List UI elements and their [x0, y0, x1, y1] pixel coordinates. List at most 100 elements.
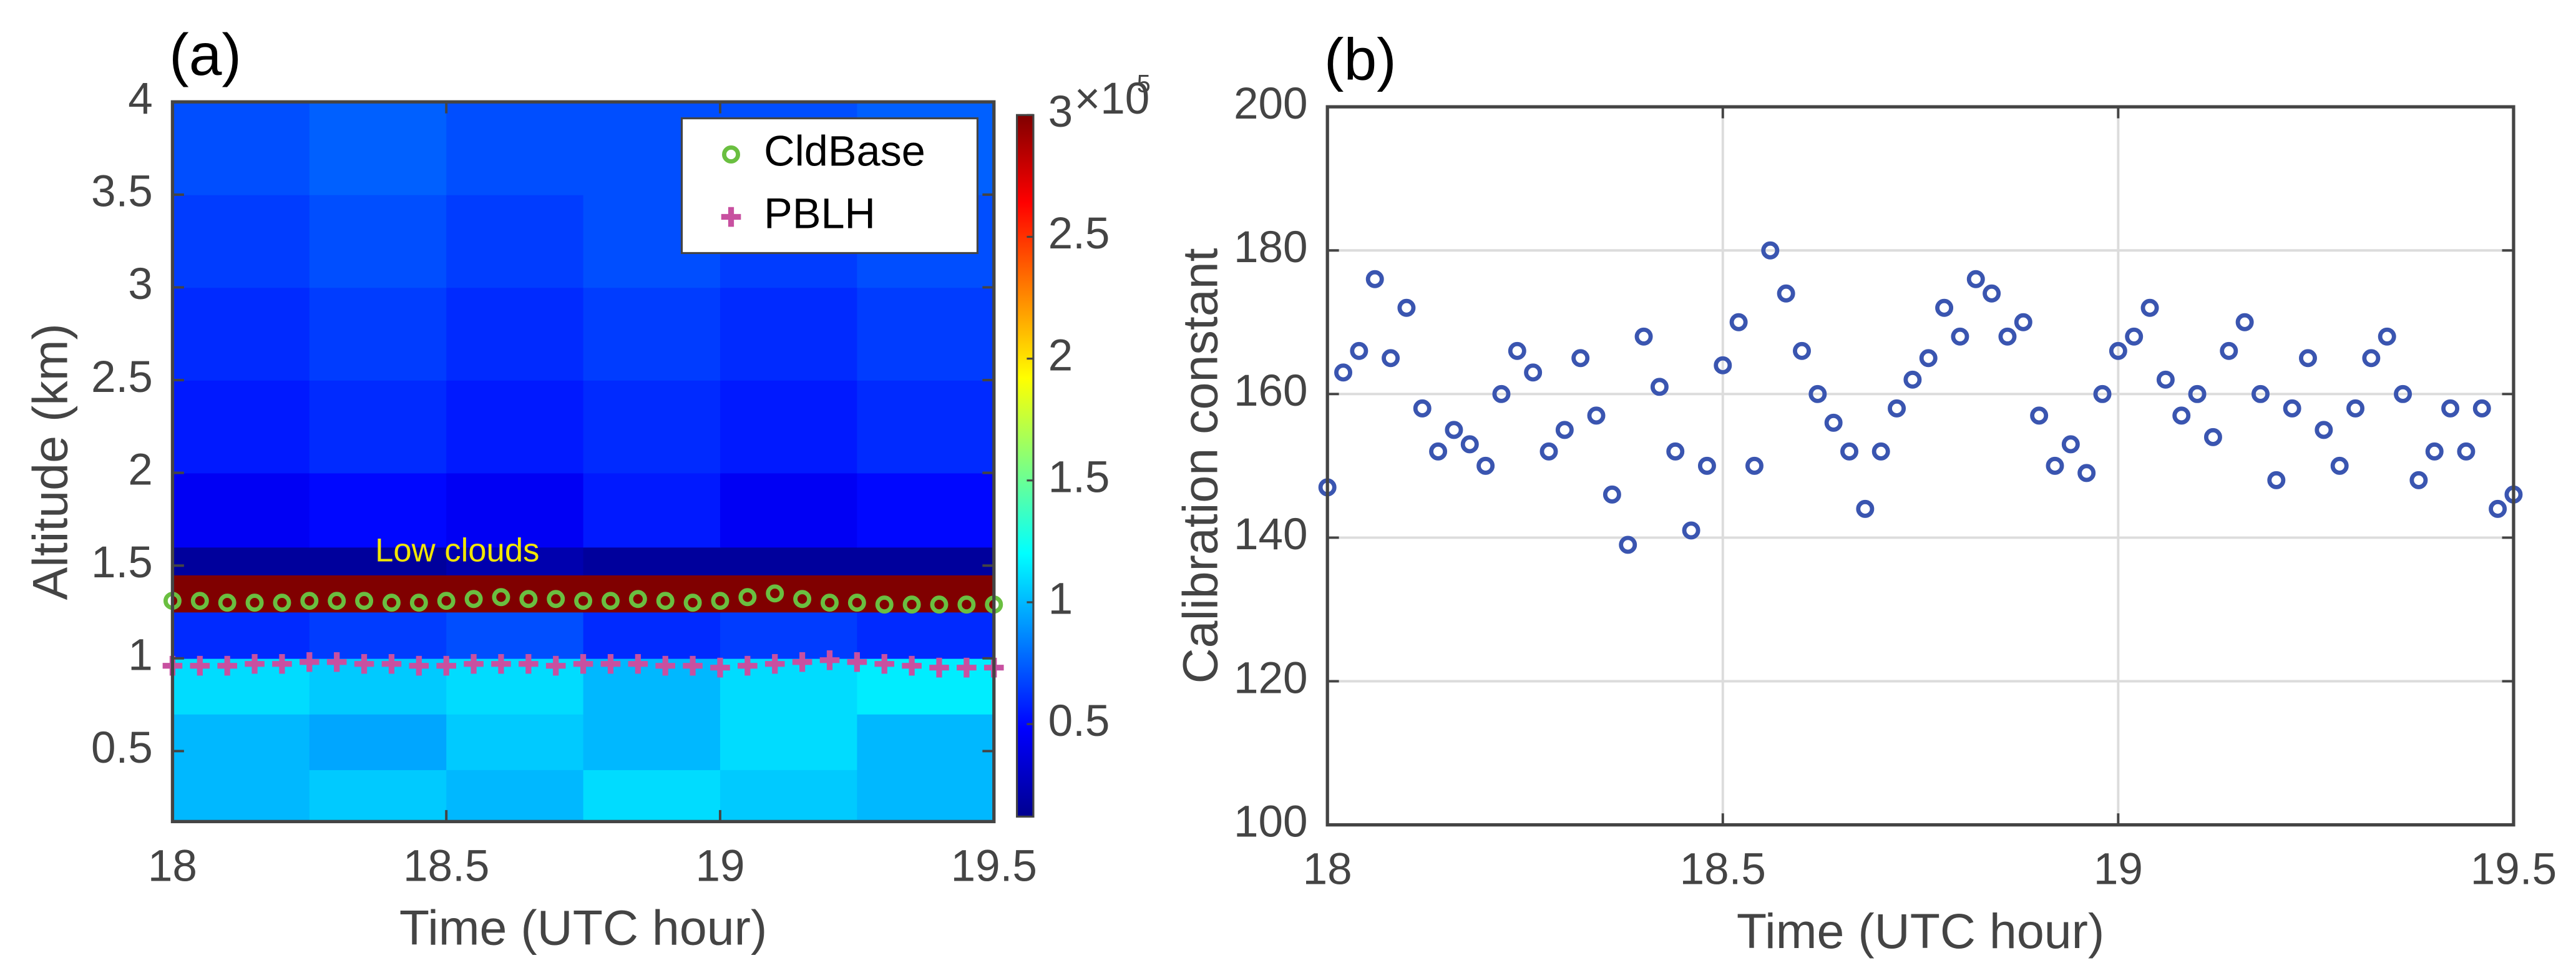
marker-plus	[491, 653, 511, 674]
marker-circle	[2425, 442, 2444, 461]
marker-plus	[519, 653, 539, 674]
marker-circle	[2267, 471, 2286, 489]
y-tick-label: 0.5	[91, 723, 153, 773]
heatmap-cell	[446, 713, 584, 770]
marker-circle	[2251, 384, 2270, 403]
marker-circle	[2315, 421, 2333, 439]
marker-circle	[2014, 313, 2032, 331]
marker-circle	[1745, 456, 1764, 475]
colorbar-multiplier: ×10	[1075, 74, 1150, 124]
marker-circle	[2220, 341, 2238, 360]
heatmap-cell	[857, 380, 995, 474]
heatmap-cell	[720, 547, 858, 575]
marker-plus	[217, 655, 237, 676]
marker-circle	[2125, 327, 2144, 346]
x-tick-label: 18	[148, 841, 197, 891]
marker-circle	[2346, 399, 2365, 418]
colorbar-tick-label: 0.5	[1048, 697, 1110, 746]
axes-frame	[170, 100, 996, 823]
marker-plus	[874, 653, 895, 674]
marker-circle	[1777, 284, 1795, 303]
heatmap-cell	[309, 612, 447, 659]
marker-circle	[2457, 442, 2476, 461]
marker-circle	[2203, 428, 2222, 446]
marker-circle	[2188, 384, 2207, 403]
marker-plus	[573, 653, 593, 674]
marker-circle	[1365, 270, 1384, 288]
marker-circle	[1350, 341, 1368, 360]
heatmap-cell	[309, 102, 447, 195]
legend-label: CldBase	[764, 127, 925, 175]
x-axis-label: Time (UTC hour)	[1737, 904, 2104, 959]
heatmap-cell	[172, 770, 311, 823]
legend-marker	[721, 207, 741, 227]
marker-circle	[1951, 327, 1969, 346]
y-tick-label: 1	[128, 631, 153, 680]
marker-plus	[655, 655, 676, 676]
heatmap-cell	[172, 472, 311, 548]
y-axis-label: Calibration constant	[1173, 248, 1228, 683]
marker-circle	[1666, 442, 1685, 461]
marker-circle	[1603, 485, 1621, 504]
heatmap-cell	[172, 102, 311, 195]
y-tick-label: 3.5	[91, 167, 153, 217]
marker-circle	[1492, 384, 1511, 403]
marker-circle	[738, 588, 757, 607]
marker-circle	[1903, 370, 1922, 389]
marker-circle	[1650, 378, 1669, 396]
marker-circle	[519, 590, 538, 609]
y-tick-label: 1.5	[91, 538, 153, 587]
marker-circle	[2109, 341, 2127, 360]
marker-circle	[1697, 456, 1716, 475]
heatmap-cell	[446, 380, 584, 474]
heatmap-cell	[446, 612, 584, 659]
heatmap-cell	[857, 770, 995, 823]
axes-frame	[1325, 105, 2515, 827]
y-tick-label: 180	[1234, 223, 1308, 272]
marker-circle	[1840, 442, 1859, 461]
heatmap-cell	[720, 770, 858, 823]
y-tick-label: 120	[1234, 653, 1308, 703]
marker-plus	[902, 655, 922, 676]
marker-circle	[847, 594, 866, 612]
heatmap-cell	[583, 472, 721, 548]
y-tick-label: 3	[128, 260, 153, 309]
heatmap-cell	[720, 472, 858, 548]
marker-circle	[2378, 327, 2396, 346]
marker-circle	[875, 595, 894, 614]
marker-circle	[2140, 298, 2159, 317]
marker-circle	[2093, 384, 2112, 403]
heatmap-cell	[172, 612, 311, 659]
colorbar-exponent: 5	[1137, 70, 1151, 97]
marker-plus	[381, 653, 402, 674]
heatmap-cell	[446, 194, 584, 288]
marker-circle	[1761, 241, 1780, 260]
y-tick-label: 140	[1234, 510, 1308, 559]
marker-circle	[1397, 298, 1416, 317]
marker-circle	[464, 590, 483, 609]
marker-plus	[792, 652, 812, 672]
marker-circle	[1476, 456, 1495, 475]
marker-circle	[766, 584, 784, 603]
heatmap-cell	[309, 770, 447, 823]
heatmap-cell	[446, 547, 584, 575]
marker-circle	[1966, 270, 1985, 288]
y-tick-label: 200	[1234, 79, 1308, 129]
marker-plus	[409, 655, 429, 676]
marker-circle	[821, 594, 839, 612]
marker-circle	[218, 594, 237, 612]
heatmap-cell	[446, 770, 584, 823]
marker-circle	[1888, 399, 1906, 418]
marker-circle	[2172, 406, 2191, 425]
heatmap-cell	[583, 287, 721, 381]
marker-circle	[1508, 341, 1526, 360]
heatmap-cell	[583, 770, 721, 823]
marker-circle	[409, 594, 428, 612]
marker-circle	[1587, 406, 1606, 425]
marker-circle	[1382, 349, 1400, 368]
heatmap-cell	[720, 612, 858, 659]
heatmap-cell	[309, 287, 447, 381]
marker-plus	[245, 653, 265, 674]
marker-circle	[656, 592, 675, 610]
heatmap-cell	[583, 380, 721, 474]
